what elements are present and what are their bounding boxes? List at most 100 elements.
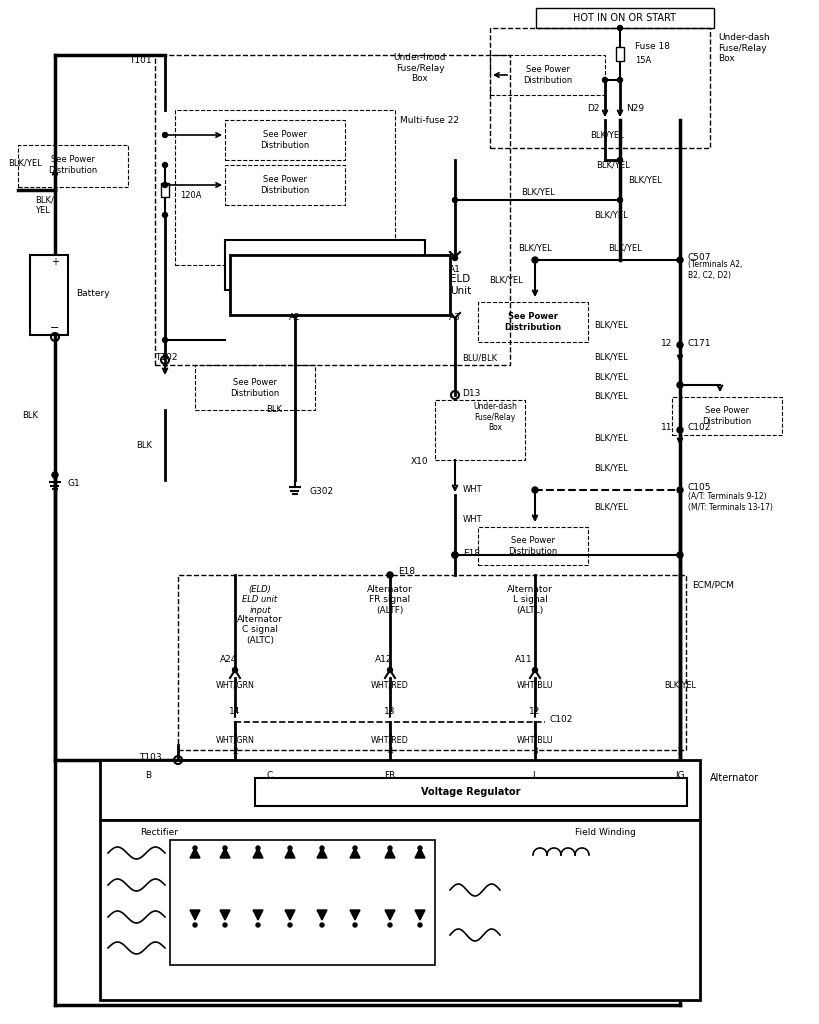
- Text: +: +: [51, 257, 59, 267]
- Text: BLK/YEL: BLK/YEL: [590, 130, 623, 139]
- Bar: [255, 778, 686, 806]
- Text: BLK/YEL: BLK/YEL: [8, 159, 42, 168]
- Text: WHT/GRN: WHT/GRN: [215, 681, 254, 689]
- Text: ELD
Unit: ELD Unit: [450, 274, 471, 296]
- Circle shape: [532, 257, 537, 263]
- Bar: [434, 400, 524, 460]
- Bar: [224, 165, 345, 205]
- Bar: [536, 8, 713, 28]
- Text: 12: 12: [660, 339, 672, 347]
- Bar: [178, 575, 686, 750]
- Text: Under-hood
Fuse/Relay
Box: Under-hood Fuse/Relay Box: [393, 53, 446, 83]
- Text: E18: E18: [397, 567, 414, 577]
- Text: BLK/YEL: BLK/YEL: [594, 321, 627, 330]
- Polygon shape: [219, 910, 229, 920]
- Text: See Power
Distribution: See Power Distribution: [508, 537, 557, 556]
- Circle shape: [676, 552, 682, 558]
- Text: X10: X10: [410, 458, 428, 467]
- Text: BLK/
YEL: BLK/ YEL: [35, 196, 54, 215]
- Text: A24: A24: [219, 655, 237, 665]
- Circle shape: [451, 552, 458, 558]
- Text: BLK/YEL: BLK/YEL: [594, 503, 627, 512]
- Bar: [100, 760, 699, 820]
- Circle shape: [532, 487, 537, 493]
- Text: IG: IG: [674, 770, 684, 779]
- Text: (ELD)
ELD unit
input: (ELD) ELD unit input: [242, 585, 277, 614]
- Polygon shape: [317, 848, 327, 858]
- Polygon shape: [253, 848, 263, 858]
- Polygon shape: [285, 910, 295, 920]
- Text: C507: C507: [687, 254, 711, 262]
- Text: 14: 14: [229, 708, 241, 717]
- Text: D13: D13: [461, 388, 480, 397]
- Bar: [174, 110, 395, 265]
- Circle shape: [602, 78, 607, 83]
- Bar: [672, 397, 781, 435]
- Text: BLK/YEL: BLK/YEL: [608, 244, 641, 253]
- Polygon shape: [414, 848, 424, 858]
- Text: B: B: [145, 770, 151, 779]
- Text: 3: 3: [532, 748, 537, 757]
- Text: ECM/PCM: ECM/PCM: [691, 581, 733, 590]
- Circle shape: [192, 923, 197, 927]
- Circle shape: [256, 923, 260, 927]
- Text: See Power
Distribution: See Power Distribution: [504, 312, 561, 332]
- Circle shape: [162, 338, 167, 342]
- Text: WHT/RED: WHT/RED: [371, 681, 409, 689]
- Bar: [100, 820, 699, 1000]
- Polygon shape: [350, 848, 360, 858]
- Text: BLK/YEL: BLK/YEL: [663, 681, 695, 689]
- Text: Field Winding: Field Winding: [574, 828, 635, 838]
- Text: See Power
Distribution: See Power Distribution: [260, 130, 310, 150]
- Text: BLK/YEL: BLK/YEL: [594, 464, 627, 472]
- Circle shape: [233, 668, 238, 673]
- Circle shape: [617, 78, 622, 83]
- Text: C105: C105: [687, 483, 711, 493]
- Circle shape: [223, 923, 227, 927]
- Text: A1: A1: [449, 265, 460, 274]
- Circle shape: [162, 163, 167, 168]
- Text: C: C: [266, 770, 273, 779]
- Text: See Power
Distribution: See Power Distribution: [48, 156, 97, 175]
- Circle shape: [617, 158, 622, 163]
- Text: WHT: WHT: [463, 515, 482, 524]
- Text: WHT/BLU: WHT/BLU: [516, 681, 553, 689]
- Circle shape: [162, 213, 167, 217]
- Text: See Power
Distribution: See Power Distribution: [702, 407, 751, 426]
- Text: Alternator
C signal
(ALTC): Alternator C signal (ALTC): [237, 615, 283, 645]
- Text: See Power
Distribution: See Power Distribution: [523, 66, 572, 85]
- Text: G1: G1: [68, 478, 80, 487]
- Circle shape: [319, 846, 324, 850]
- Text: −: −: [50, 323, 60, 333]
- Text: Alternator
L signal
(ALTL): Alternator L signal (ALTL): [506, 585, 552, 614]
- Text: E18: E18: [463, 549, 480, 557]
- Polygon shape: [385, 848, 395, 858]
- Bar: [170, 840, 434, 965]
- Circle shape: [452, 198, 457, 203]
- Bar: [224, 120, 345, 160]
- Text: BLK/YEL: BLK/YEL: [518, 244, 551, 253]
- Text: A2: A2: [289, 312, 301, 322]
- Text: 120A: 120A: [180, 190, 201, 200]
- Circle shape: [676, 382, 682, 388]
- Text: BLK/YEL: BLK/YEL: [627, 175, 661, 184]
- Text: N29: N29: [625, 103, 644, 113]
- Text: Battery: Battery: [76, 289, 110, 298]
- Text: BLK: BLK: [136, 440, 152, 450]
- Bar: [490, 28, 709, 148]
- Text: 1: 1: [676, 748, 682, 757]
- Polygon shape: [414, 910, 424, 920]
- Text: Alternator: Alternator: [709, 773, 758, 783]
- Text: Multi-fuse 22: Multi-fuse 22: [400, 116, 459, 125]
- Text: Under-dash
Fuse/Relay
Box: Under-dash Fuse/Relay Box: [473, 402, 516, 432]
- Circle shape: [287, 846, 292, 850]
- Text: C102: C102: [550, 716, 572, 725]
- Circle shape: [418, 846, 422, 850]
- Circle shape: [162, 182, 167, 187]
- Text: WHT: WHT: [463, 485, 482, 495]
- Circle shape: [192, 846, 197, 850]
- Text: FR: FR: [384, 770, 396, 779]
- Text: C102: C102: [687, 424, 711, 432]
- Polygon shape: [350, 910, 360, 920]
- Text: Under-dash
Fuse/Relay
Box: Under-dash Fuse/Relay Box: [717, 33, 769, 62]
